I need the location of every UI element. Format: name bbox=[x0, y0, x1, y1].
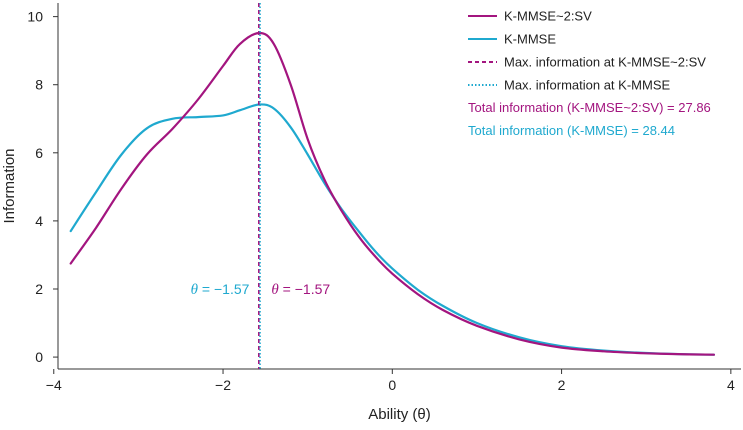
y-tick-label: 6 bbox=[35, 145, 43, 161]
x-tick-label: 4 bbox=[727, 377, 735, 393]
legend-label-3: Max. information at K-MMSE~2:SV bbox=[504, 55, 706, 70]
theta-annotation-left: θ = −1.57 bbox=[191, 281, 250, 298]
y-tick-label: 2 bbox=[35, 281, 43, 297]
y-tick-label: 8 bbox=[35, 77, 43, 93]
chart-marks: θ = −1.57 θ = −1.57 bbox=[69, 3, 715, 369]
total-information-kmmse2sv: Total information (K-MMSE~2:SV) = 27.86 bbox=[468, 100, 711, 115]
y-tick-label: 10 bbox=[27, 9, 43, 25]
legend: K-MMSE~2:SV K-MMSE Max. information at K-M… bbox=[468, 9, 711, 138]
axes: −4 −2 0 2 4 0 2 4 6 8 10 bbox=[27, 3, 741, 393]
total-information-kmmse: Total information (K-MMSE) = 28.44 bbox=[468, 123, 675, 138]
x-tick-label: −2 bbox=[215, 377, 231, 393]
x-tick-label: −4 bbox=[46, 377, 62, 393]
x-tick-label: 0 bbox=[388, 377, 396, 393]
legend-label-1: K-MMSE~2:SV bbox=[504, 9, 592, 24]
legend-label-2: K-MMSE bbox=[504, 32, 556, 47]
y-tick-label: 0 bbox=[35, 349, 43, 365]
series-line-k-mmse-2-sv bbox=[69, 31, 715, 356]
x-axis-label: Ability (θ) bbox=[368, 406, 431, 423]
y-axis-label: Information bbox=[1, 148, 18, 223]
series-line-k-mmse bbox=[69, 103, 715, 356]
y-tick-label: 4 bbox=[35, 213, 43, 229]
x-tick-label: 2 bbox=[558, 377, 566, 393]
theta-annotation-right: θ = −1.57 bbox=[271, 281, 330, 298]
legend-label-4: Max. information at K-MMSE bbox=[504, 78, 670, 93]
